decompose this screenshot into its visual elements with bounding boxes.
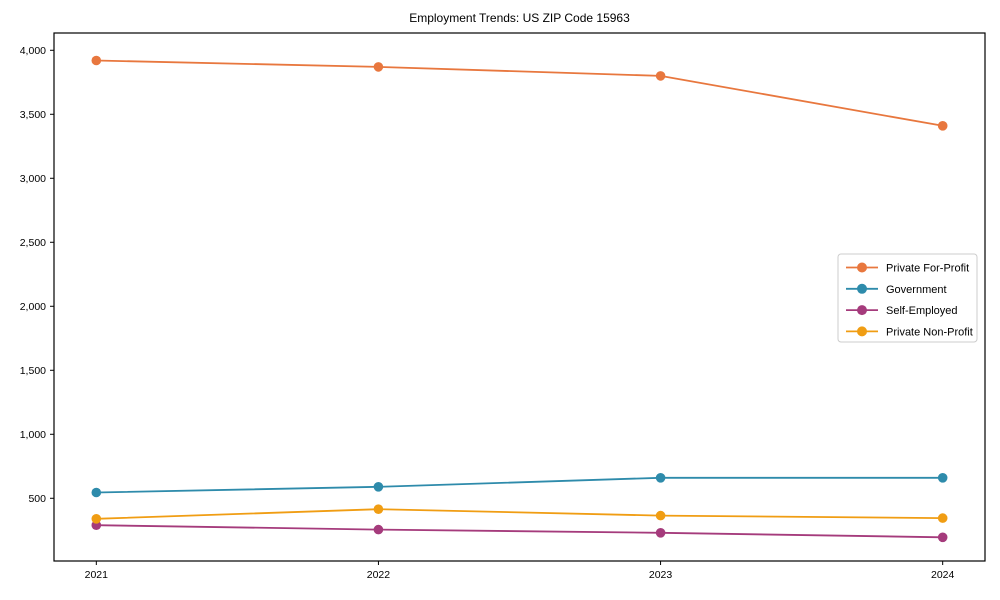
x-tick-label: 2021	[85, 569, 109, 581]
series-marker-self-employed	[373, 524, 384, 535]
axes-frame	[53, 32, 986, 562]
legend-marker-government	[857, 283, 867, 294]
x-tick-label: 2023	[649, 569, 673, 581]
series-line-self-employed	[95, 524, 944, 539]
legend-marker-private-non-profit	[857, 326, 867, 337]
y-tick-label: 3,000	[20, 173, 46, 185]
series-marker-self-employed	[937, 532, 948, 543]
legend-marker-self-employed	[857, 305, 867, 316]
y-tick-label: 500	[28, 493, 46, 505]
series-marker-private-non-profit	[937, 513, 948, 523]
legend-label-private-non-profit: Private Non-Profit	[886, 326, 973, 338]
x-tick-label: 2024	[931, 569, 955, 581]
series-line-private-non-profit	[95, 508, 944, 520]
series-marker-private-for-profit	[655, 71, 666, 81]
y-tick-label: 4,000	[20, 45, 46, 57]
legend-box	[837, 253, 978, 343]
legend-marker-private-for-profit	[857, 262, 867, 273]
legend-label-government: Government	[886, 284, 947, 296]
y-tick-label: 1,500	[20, 365, 46, 377]
y-tick-label: 2,000	[20, 301, 46, 313]
x-tick-label: 2022	[367, 569, 391, 581]
y-tick-label: 1,000	[20, 429, 46, 441]
legend-label-private-for-profit: Private For-Profit	[886, 263, 969, 275]
y-tick-label: 2,500	[20, 237, 46, 249]
series-line-private-for-profit	[95, 59, 944, 127]
series-marker-private-for-profit	[91, 55, 102, 66]
series-marker-private-for-profit	[937, 121, 948, 131]
series-marker-government	[937, 473, 948, 483]
series-marker-government	[91, 487, 102, 498]
y-tick-label: 3,500	[20, 109, 46, 121]
series-marker-government	[655, 473, 666, 483]
series-marker-private-non-profit	[91, 514, 102, 524]
chart-title: Employment Trends: US ZIP Code 15963	[409, 11, 630, 25]
series-marker-government	[373, 482, 384, 492]
series-marker-private-non-profit	[373, 504, 384, 514]
plot-layer: 500 1,000 1,500 2,000 2,500 3,000 3,500 4,000 20…	[20, 32, 986, 581]
series-marker-private-for-profit	[373, 62, 384, 72]
legend-label-self-employed: Self-Employed	[886, 305, 958, 317]
series-marker-self-employed	[655, 528, 666, 538]
series-line-government	[95, 476, 944, 494]
series-marker-private-non-profit	[655, 510, 666, 521]
